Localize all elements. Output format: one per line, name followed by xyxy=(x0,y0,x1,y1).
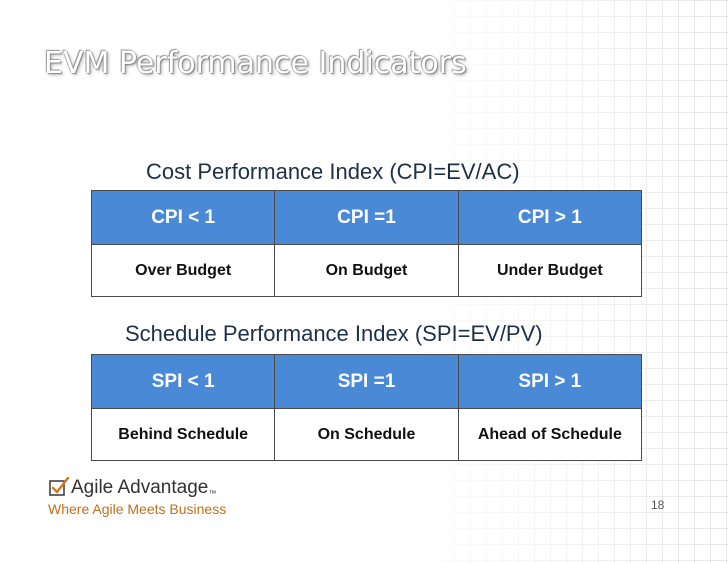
cpi-value-cell: Over Budget xyxy=(90,244,276,297)
spi-table: SPI < 1 SPI =1 SPI > 1 Behind Schedule O… xyxy=(90,354,643,461)
table-header-row: SPI < 1 SPI =1 SPI > 1 xyxy=(90,354,643,409)
table-row: Over Budget On Budget Under Budget xyxy=(90,244,643,297)
table-row: Behind Schedule On Schedule Ahead of Sch… xyxy=(90,408,643,461)
company-logo: Agile Advantage ™ Where Agile Meets Busin… xyxy=(48,476,226,517)
spi-value-cell: On Schedule xyxy=(274,408,459,461)
page-number: 18 xyxy=(651,498,665,512)
spi-header-cell: SPI =1 xyxy=(274,354,459,409)
logo-trademark: ™ xyxy=(208,489,217,498)
logo-wordmark: Agile Advantage ™ xyxy=(48,476,226,498)
spi-header-cell: SPI > 1 xyxy=(457,354,643,409)
cpi-header-cell: CPI < 1 xyxy=(90,190,276,245)
cpi-header-cell: CPI > 1 xyxy=(457,190,643,245)
spi-value-cell: Behind Schedule xyxy=(90,408,276,461)
slide-title: EVM Performance Indicators xyxy=(44,46,467,81)
spi-value-cell: Ahead of Schedule xyxy=(457,408,643,461)
cpi-table: CPI < 1 CPI =1 CPI > 1 Over Budget On Bu… xyxy=(90,190,643,297)
cpi-value-cell: On Budget xyxy=(274,244,459,297)
table-header-row: CPI < 1 CPI =1 CPI > 1 xyxy=(90,190,643,245)
cpi-heading: Cost Performance Index (CPI=EV/AC) xyxy=(146,159,520,184)
checkbox-icon xyxy=(49,476,70,496)
cpi-value-cell: Under Budget xyxy=(457,244,643,297)
logo-tagline: Where Agile Meets Business xyxy=(48,501,227,517)
cpi-header-cell: CPI =1 xyxy=(274,190,459,245)
spi-header-cell: SPI < 1 xyxy=(90,354,276,409)
spi-heading: Schedule Performance Index (SPI=EV/PV) xyxy=(125,321,543,346)
logo-name: Agile Advantage xyxy=(71,477,209,498)
